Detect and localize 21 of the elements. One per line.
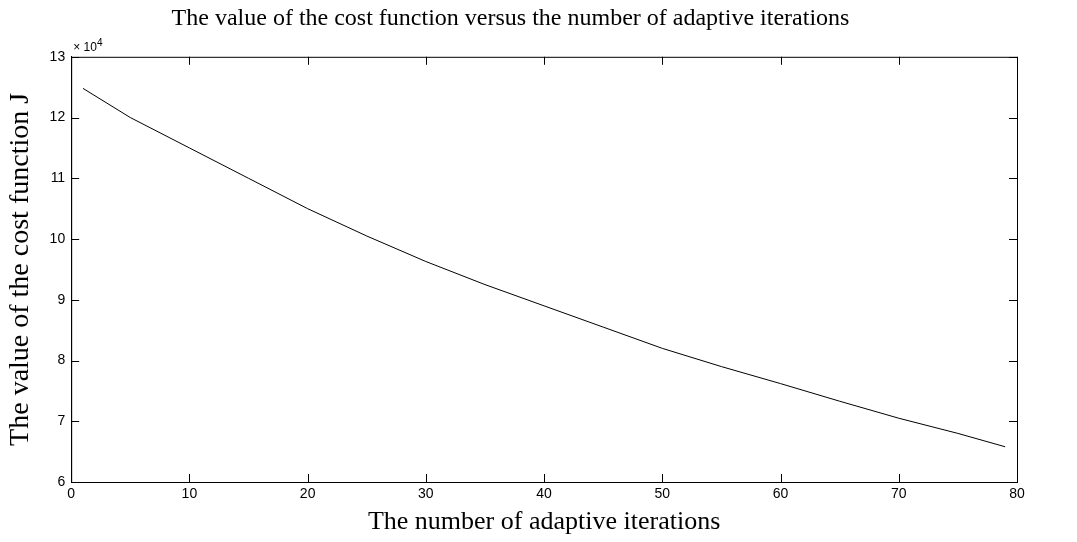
chart-title: The value of the cost function versus the number of adaptive iterations: [171, 3, 850, 30]
y-tick-label: 7: [57, 412, 66, 429]
x-tick-label: 70: [890, 485, 907, 502]
y-tick-label: 6: [57, 472, 66, 489]
x-tick-label: 50: [654, 485, 671, 502]
y-tick-label: 8: [57, 351, 66, 368]
y-tick-label: 11: [50, 169, 66, 186]
x-tick-label: 20: [299, 485, 316, 502]
y-tick-label: 13: [49, 47, 66, 64]
x-tick-label: 80: [1009, 485, 1025, 502]
x-axis-title: The number of adaptive iterations: [367, 506, 721, 536]
y-tick-label: 12: [49, 108, 66, 125]
x-tick-label: 30: [418, 485, 434, 502]
x-tick-label: 60: [772, 485, 789, 502]
y-axis-title: The value of the cost function J: [3, 92, 35, 446]
x-tick-label: 40: [536, 485, 553, 502]
y-tick-label: 10: [49, 229, 66, 246]
y-tick-label: 9: [57, 290, 66, 307]
x-tick-label: 0: [67, 485, 76, 502]
text: × 10$^{4}$: [73, 36, 103, 54]
x-tick-label: 10: [181, 485, 198, 502]
